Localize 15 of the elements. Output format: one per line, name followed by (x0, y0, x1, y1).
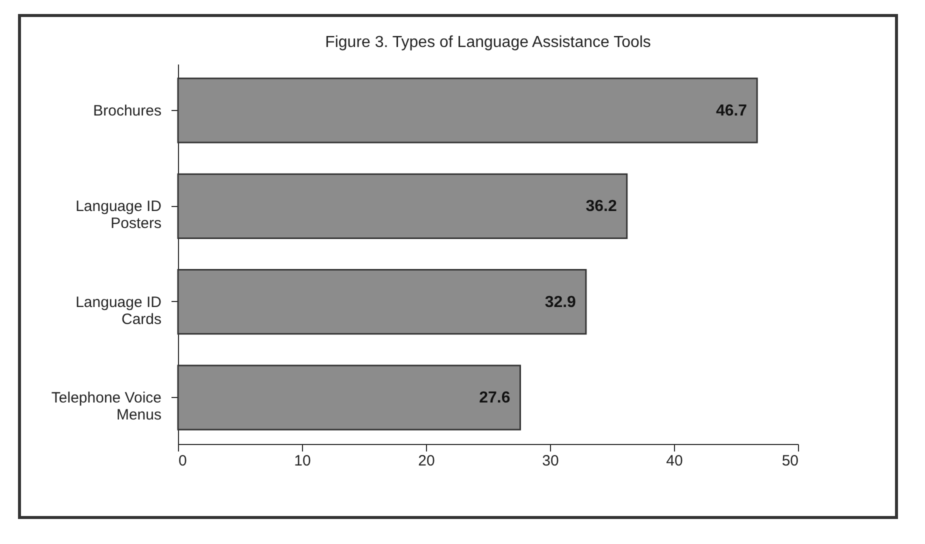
x-tick-label: 0 (178, 452, 187, 470)
y-tick-label: Telephone Voice Menus (51, 390, 162, 424)
data-label: 27.6 (479, 390, 510, 407)
x-tick-label: 30 (542, 452, 559, 470)
data-label: 36.2 (586, 198, 617, 216)
x-tick-label: 50 (782, 452, 798, 470)
data-label: 32.9 (544, 294, 576, 311)
y-tick-label: Language ID Cards (76, 294, 162, 328)
chart-title: Figure 3. Types of Language Assistance Tools (325, 34, 651, 51)
x-tick-label: 10 (294, 452, 311, 470)
x-tick-label: 20 (418, 452, 435, 470)
data-label: 46.7 (716, 102, 748, 120)
x-tick-label: 40 (666, 452, 683, 470)
y-tick-label: Brochures (93, 102, 162, 120)
y-tick-label: Language ID Posters (76, 198, 162, 232)
